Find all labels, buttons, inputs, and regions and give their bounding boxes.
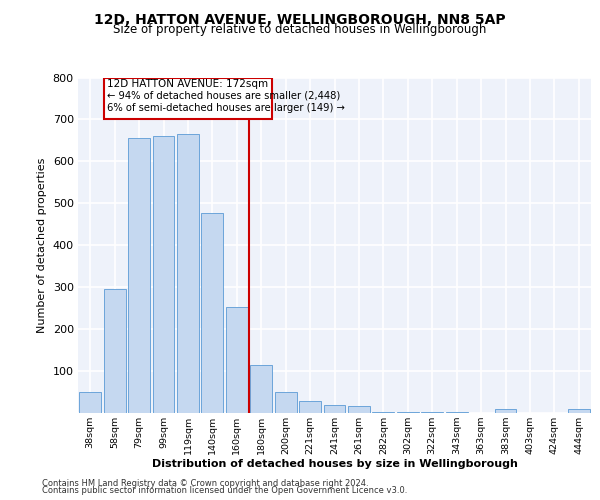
Bar (79, 392, 101, 412)
Bar (226, 308, 248, 412)
Bar (250, 365, 272, 412)
Text: Contains public sector information licensed under the Open Government Licence v3: Contains public sector information licen… (42, 486, 407, 495)
Text: 12D, HATTON AVENUE, WELLINGBOROUGH, NN8 5AP: 12D, HATTON AVENUE, WELLINGBOROUGH, NN8 … (94, 12, 506, 26)
X-axis label: Distribution of detached houses by size in Wellingborough: Distribution of detached houses by size … (152, 460, 517, 469)
Bar (323, 405, 346, 412)
Bar (494, 409, 517, 412)
Bar (128, 138, 150, 412)
Bar (568, 408, 590, 412)
Text: 12D HATTON AVENUE: 172sqm: 12D HATTON AVENUE: 172sqm (107, 79, 268, 89)
Bar (202, 213, 223, 412)
Bar (275, 392, 296, 412)
Bar (104, 78, 272, 120)
Y-axis label: Number of detached properties: Number of detached properties (37, 158, 47, 332)
Text: Size of property relative to detached houses in Wellingborough: Size of property relative to detached ho… (113, 22, 487, 36)
Bar (152, 136, 175, 412)
Bar (348, 406, 370, 412)
Bar (299, 401, 321, 412)
Text: Contains HM Land Registry data © Crown copyright and database right 2024.: Contains HM Land Registry data © Crown c… (42, 478, 368, 488)
Text: ← 94% of detached houses are smaller (2,448): ← 94% of detached houses are smaller (2,… (107, 91, 341, 101)
Text: 6% of semi-detached houses are larger (149) →: 6% of semi-detached houses are larger (1… (107, 104, 345, 114)
Bar (104, 289, 125, 412)
Bar (177, 134, 199, 412)
